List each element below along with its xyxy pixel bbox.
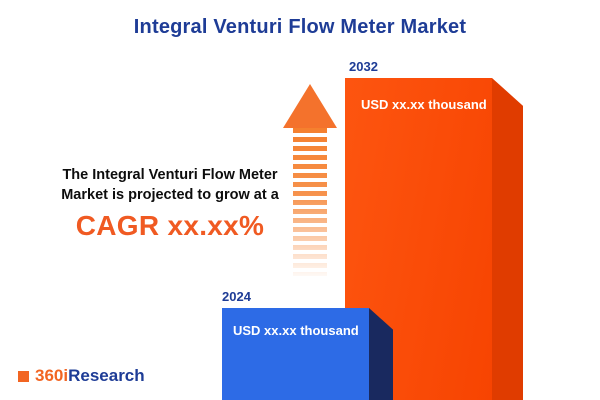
growth-arrow-dashed-shaft-icon xyxy=(293,128,327,276)
logo-text-navy: Research xyxy=(68,366,145,385)
description-line-2: Market is projected to grow at a xyxy=(61,186,279,203)
growth-arrow-head-icon xyxy=(283,84,337,128)
cagr-text: CAGR xx.xx% xyxy=(75,210,265,242)
bar-2032-year-label: 2032 xyxy=(349,59,378,74)
bar-2032-value-label: USD xx.xx thousand xyxy=(361,97,487,112)
bar-2024-year-label: 2024 xyxy=(222,289,251,304)
360iresearch-logo: 360iResearch xyxy=(18,366,145,386)
bar-2032-side-face xyxy=(492,78,523,400)
description-block: The Integral Venturi Flow Meter Market i… xyxy=(25,166,315,242)
logo-text-orange: 360i xyxy=(35,366,69,385)
logo-square-icon xyxy=(18,370,29,382)
description-line-1: The Integral Venturi Flow Meter xyxy=(62,167,278,183)
bar-2024-front-face xyxy=(222,308,369,400)
logo-text: 360iResearch xyxy=(35,366,145,386)
page-title: Integral Venturi Flow Meter Market xyxy=(133,16,467,38)
bar-2024-value-label: USD xx.xx thousand xyxy=(233,323,359,338)
